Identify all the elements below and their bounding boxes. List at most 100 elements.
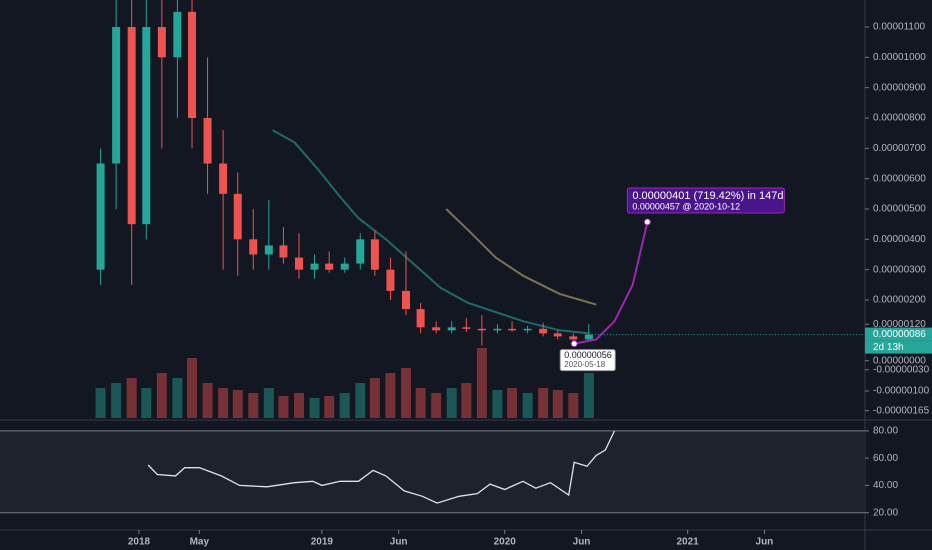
volume-bar — [218, 388, 229, 418]
volume-bar — [156, 373, 167, 418]
line — [574, 221, 649, 345]
x-tick-label: 2019 — [311, 537, 334, 548]
candle-body — [96, 163, 105, 270]
y-tick-label: 0.00000120 — [873, 319, 926, 330]
candle-body — [157, 26, 166, 58]
rsi-tick-label: 40.00 — [873, 480, 898, 491]
projection-label-box — [626, 187, 785, 214]
candle-body — [462, 327, 471, 329]
candle-body — [249, 239, 258, 255]
y-tick-label: -0.00000030 — [873, 364, 930, 375]
candle-body — [340, 263, 349, 270]
rsi-tick-label: 20.00 — [873, 507, 898, 518]
volume-bar — [476, 348, 487, 418]
candle-body — [523, 328, 532, 331]
volume-bar — [431, 393, 442, 418]
candle-body — [584, 334, 593, 340]
volume-bar — [492, 390, 503, 418]
volume-bar — [172, 378, 183, 418]
volume-bar — [339, 393, 350, 418]
y-tick-label: -0.00000165 — [873, 405, 930, 416]
y-tick-label: 0.00000400 — [873, 234, 926, 245]
candle-body — [233, 193, 242, 240]
candle-body — [356, 239, 365, 264]
rsi-tick-label: 80.00 — [873, 426, 898, 437]
volume-bar — [111, 383, 122, 418]
candle-body — [432, 327, 441, 331]
candle-body — [386, 269, 395, 291]
y-tick-label: 0.00001000 — [873, 52, 926, 63]
y-tick-label: 0.00000900 — [873, 82, 926, 93]
y-tick-label: 0.00000500 — [873, 204, 926, 215]
volume-bar — [324, 396, 335, 418]
projection-sublabel: 0.00000457 @ 2020-10-12 — [632, 201, 740, 211]
countdown-label: 2d 13h — [873, 342, 904, 353]
volume-bar — [263, 388, 274, 418]
last-price-badge — [865, 327, 932, 341]
line — [272, 129, 590, 335]
rsi-band — [0, 430, 865, 513]
candle-body — [508, 328, 517, 331]
y-tick-label: 0.00001100 — [873, 22, 926, 33]
candle-body — [279, 245, 288, 258]
y-tick-label: 0.00000700 — [873, 143, 926, 154]
candle-body — [188, 11, 197, 118]
volume-bar — [461, 383, 472, 418]
volume-bar — [126, 378, 137, 418]
volume-bar — [278, 396, 289, 418]
candle-body — [553, 333, 562, 337]
candle-body — [477, 328, 486, 331]
volume-bar — [369, 378, 380, 418]
volume-bar — [248, 393, 259, 418]
volume-bar — [141, 388, 152, 418]
candle-body — [325, 263, 334, 270]
candle-body — [416, 309, 425, 328]
candle-body — [112, 26, 121, 164]
x-tick-label: 2021 — [676, 537, 699, 548]
x-tick-label: May — [190, 537, 210, 548]
volume-bar — [415, 388, 426, 418]
candle-body — [447, 327, 456, 331]
y-tick-label: 0.00000000 — [873, 355, 926, 366]
candle-body — [142, 26, 151, 225]
volume-bar — [385, 373, 396, 418]
low-label-price: 0.00000056 — [564, 350, 612, 360]
candle-body — [203, 117, 212, 164]
candle-body — [219, 163, 228, 194]
last-price-label: 0.00000086 — [873, 329, 926, 340]
candle-body — [370, 239, 379, 270]
projection-end — [643, 218, 651, 226]
x-tick-label: 2018 — [128, 537, 151, 548]
line — [445, 208, 597, 306]
volume-bar — [522, 393, 533, 418]
y-tick-label: -0.00000100 — [873, 386, 930, 397]
candle-body — [401, 290, 410, 310]
candle-body — [264, 245, 273, 255]
volume-bar — [294, 393, 305, 418]
volume-bar — [507, 388, 518, 418]
line — [147, 430, 616, 504]
x-tick-label: 2020 — [494, 537, 517, 548]
y-tick-label: 0.00000300 — [873, 264, 926, 275]
volume-bar — [187, 358, 198, 418]
low-label-box — [559, 349, 616, 372]
volume-bar — [355, 383, 366, 418]
candle-body — [310, 263, 319, 270]
rsi-tick-label: 60.00 — [873, 453, 898, 464]
x-tick-label: Jun — [573, 537, 591, 548]
volume-bar — [309, 398, 320, 418]
y-tick-label: 0.00000200 — [873, 295, 926, 306]
projection-label: 0.00000401 (719.42%) in 147d — [632, 190, 783, 202]
y-tick-label: 0.00000600 — [873, 173, 926, 184]
volume-bar — [568, 393, 579, 418]
volume-bar — [400, 368, 411, 418]
volume-bar — [202, 383, 213, 418]
volume-bar — [446, 388, 457, 418]
low-label-date: 2020-05-18 — [564, 360, 605, 369]
x-tick-label: Jun — [390, 537, 408, 548]
candle-body — [539, 328, 548, 334]
volume-bar — [552, 390, 563, 418]
candle-body — [173, 11, 182, 58]
